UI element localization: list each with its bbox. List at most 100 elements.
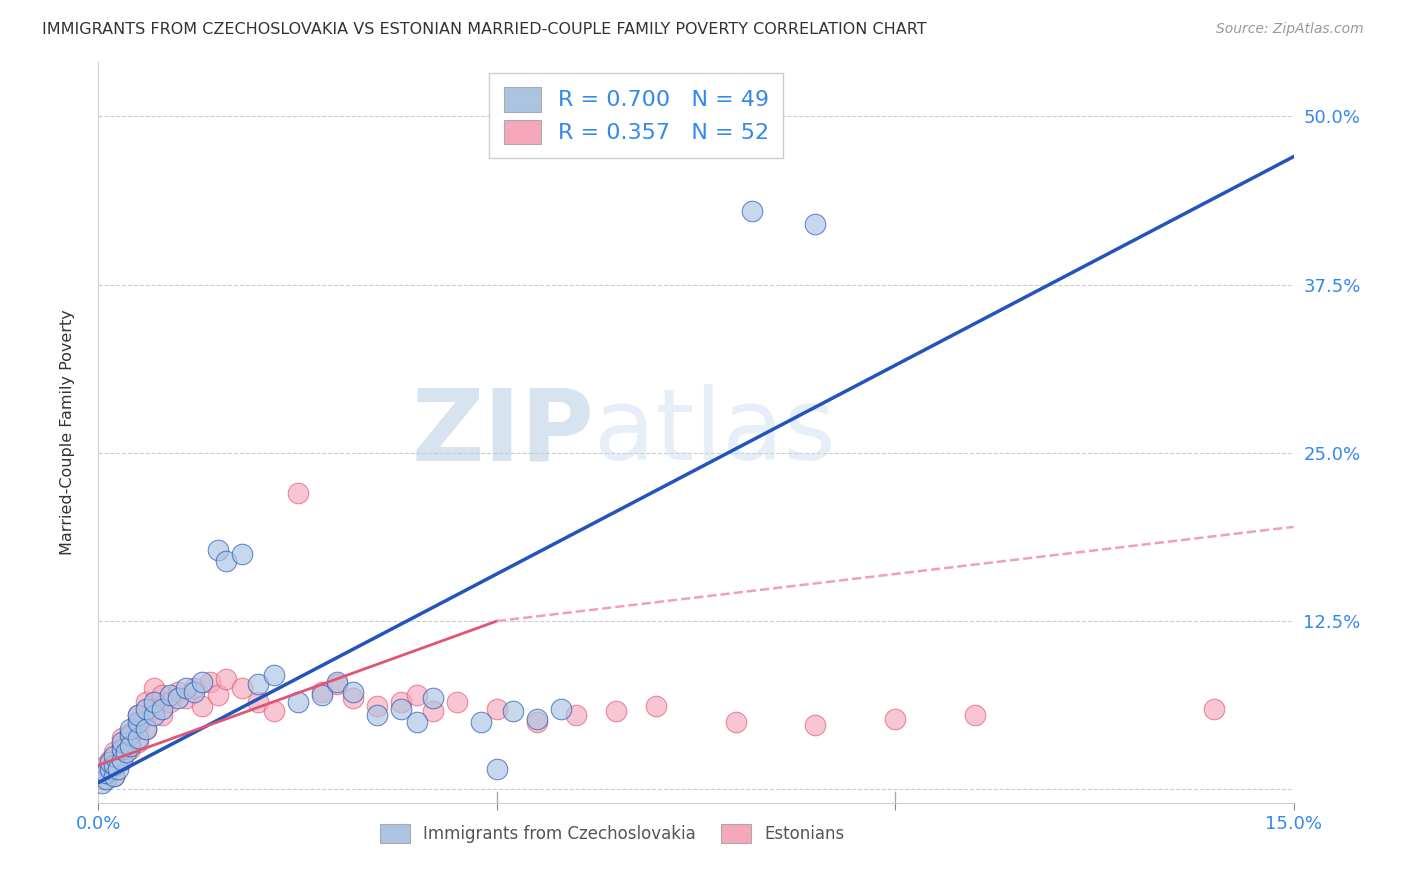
Point xyxy=(167,685,190,699)
Point xyxy=(150,708,173,723)
Point xyxy=(150,701,173,715)
Point xyxy=(246,695,269,709)
Point xyxy=(741,203,763,218)
Point xyxy=(485,762,508,776)
Point xyxy=(526,714,548,729)
Point xyxy=(645,698,668,713)
Point xyxy=(143,701,166,715)
Point xyxy=(127,708,149,723)
Point xyxy=(502,704,524,718)
Point xyxy=(111,739,134,754)
Point xyxy=(215,553,238,567)
Point xyxy=(159,688,181,702)
Text: ZIP: ZIP xyxy=(412,384,595,481)
Point xyxy=(143,708,166,723)
Point xyxy=(485,701,508,715)
Point xyxy=(111,748,134,763)
Point xyxy=(406,688,429,702)
Point xyxy=(96,772,118,786)
Point xyxy=(884,712,907,726)
Point xyxy=(366,698,388,713)
Point xyxy=(526,712,548,726)
Point xyxy=(135,722,157,736)
Point xyxy=(96,766,118,780)
Point xyxy=(103,769,125,783)
Point xyxy=(804,217,827,231)
Point xyxy=(96,766,118,780)
Point xyxy=(103,758,125,772)
Point xyxy=(550,701,572,715)
Point xyxy=(143,681,166,696)
Point xyxy=(174,690,197,705)
Text: atlas: atlas xyxy=(595,384,837,481)
Point xyxy=(98,762,122,776)
Point xyxy=(470,714,492,729)
Point xyxy=(127,731,149,746)
Point xyxy=(127,708,149,723)
Point xyxy=(98,753,122,767)
Point xyxy=(406,714,429,729)
Point xyxy=(111,753,134,767)
Point xyxy=(98,756,122,770)
Legend: Immigrants from Czechoslovakia, Estonians: Immigrants from Czechoslovakia, Estonian… xyxy=(374,817,851,850)
Point xyxy=(111,735,134,749)
Point xyxy=(183,681,205,696)
Point xyxy=(231,547,253,561)
Point xyxy=(263,704,285,718)
Point xyxy=(103,745,125,759)
Point xyxy=(389,695,412,709)
Point xyxy=(263,668,285,682)
Point xyxy=(103,748,125,763)
Point xyxy=(120,739,142,754)
Point xyxy=(198,674,221,689)
Point xyxy=(143,695,166,709)
Point xyxy=(342,685,364,699)
Point xyxy=(120,726,142,740)
Point xyxy=(115,745,138,759)
Point xyxy=(111,731,134,746)
Point xyxy=(103,756,125,770)
Point xyxy=(167,690,190,705)
Point xyxy=(326,677,349,691)
Point xyxy=(150,688,173,702)
Point xyxy=(724,714,747,729)
Point xyxy=(120,742,142,756)
Point xyxy=(135,701,157,715)
Point xyxy=(96,758,118,772)
Point xyxy=(127,714,149,729)
Point xyxy=(207,688,229,702)
Point xyxy=(120,729,142,743)
Point xyxy=(91,772,114,786)
Point xyxy=(159,695,181,709)
Point xyxy=(207,542,229,557)
Text: Source: ZipAtlas.com: Source: ZipAtlas.com xyxy=(1216,22,1364,37)
Point xyxy=(342,690,364,705)
Point xyxy=(287,486,309,500)
Point xyxy=(422,690,444,705)
Point xyxy=(446,695,468,709)
Point xyxy=(231,681,253,696)
Point xyxy=(389,701,412,715)
Point xyxy=(91,775,114,789)
Point xyxy=(183,685,205,699)
Point xyxy=(963,708,986,723)
Point xyxy=(366,708,388,723)
Point xyxy=(605,704,627,718)
Point xyxy=(804,717,827,731)
Point xyxy=(565,708,588,723)
Point xyxy=(311,688,333,702)
Point xyxy=(135,695,157,709)
Point xyxy=(191,674,214,689)
Point xyxy=(311,685,333,699)
Y-axis label: Married-Couple Family Poverty: Married-Couple Family Poverty xyxy=(60,310,75,556)
Point xyxy=(103,769,125,783)
Point xyxy=(135,722,157,736)
Point xyxy=(326,674,349,689)
Point xyxy=(98,762,122,776)
Point xyxy=(287,695,309,709)
Point xyxy=(246,677,269,691)
Text: IMMIGRANTS FROM CZECHOSLOVAKIA VS ESTONIAN MARRIED-COUPLE FAMILY POVERTY CORRELA: IMMIGRANTS FROM CZECHOSLOVAKIA VS ESTONI… xyxy=(42,22,927,37)
Point xyxy=(111,742,134,756)
Point xyxy=(215,672,238,686)
Point xyxy=(174,681,197,696)
